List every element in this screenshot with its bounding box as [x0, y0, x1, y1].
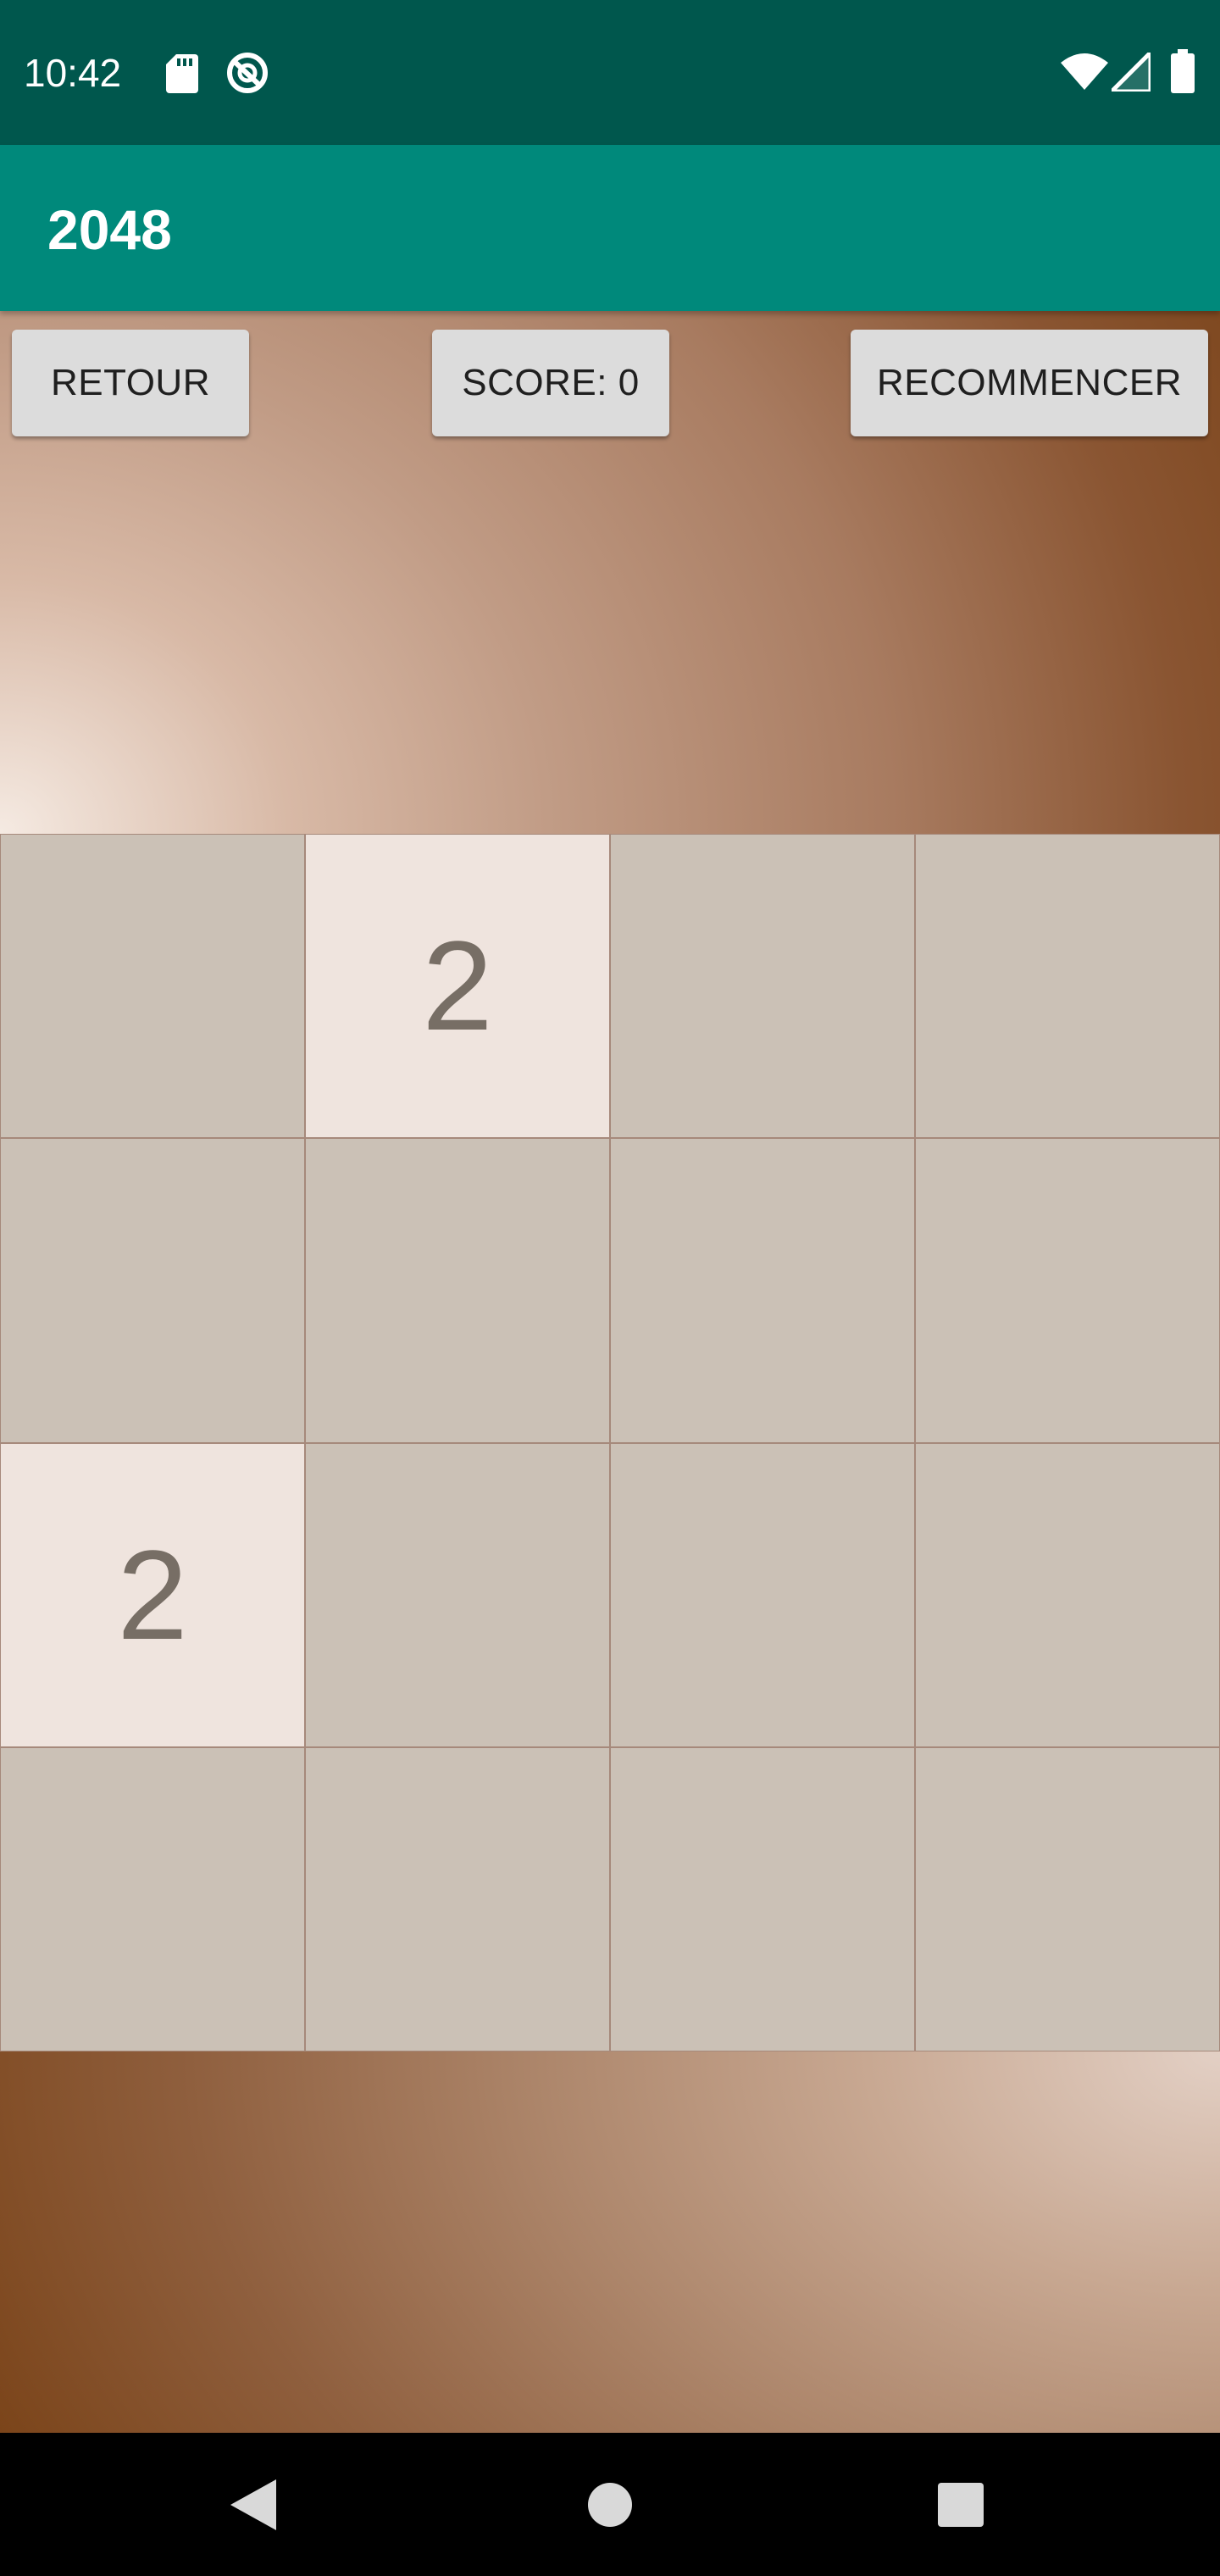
wifi-icon	[1061, 53, 1108, 90]
status-bar: 10:42	[0, 0, 1220, 145]
back-icon[interactable]	[230, 2479, 276, 2530]
app-title: 2048	[47, 198, 172, 261]
back-button[interactable]: RETOUR	[12, 330, 249, 436]
board-tile	[915, 1442, 1220, 1747]
status-time: 10:42	[24, 51, 122, 95]
game-board[interactable]: 2 2	[0, 834, 1220, 2051]
board-tile	[305, 1746, 610, 2051]
board-tile: 2	[305, 834, 610, 1139]
board-tile	[915, 1138, 1220, 1443]
cell-signal-icon	[1112, 53, 1151, 92]
app-bar: 2048	[0, 145, 1220, 311]
board-tile	[610, 1442, 915, 1747]
board-tile	[915, 834, 1220, 1139]
navigation-bar	[0, 2433, 1220, 2576]
data-saver-icon	[227, 53, 268, 93]
restart-button[interactable]: RECOMMENCER	[851, 330, 1208, 436]
board-tile	[610, 1746, 915, 2051]
board-tile	[0, 1746, 305, 2051]
sd-card-icon	[166, 54, 198, 93]
board-tile	[610, 834, 915, 1139]
background-gradient	[0, 2051, 1220, 2433]
recents-icon[interactable]	[938, 2483, 984, 2527]
home-icon[interactable]	[588, 2483, 632, 2527]
board-tile	[0, 834, 305, 1139]
board-tile	[305, 1442, 610, 1747]
score-button[interactable]: SCORE: 0	[432, 330, 669, 436]
board-tile	[0, 1138, 305, 1443]
battery-icon	[1171, 49, 1195, 93]
board-tile	[610, 1138, 915, 1443]
board-tile	[305, 1138, 610, 1443]
board-tile	[915, 1746, 1220, 2051]
board-tile: 2	[0, 1442, 305, 1747]
game-screen: RETOUR SCORE: 0 RECOMMENCER 2 2	[0, 311, 1220, 2433]
